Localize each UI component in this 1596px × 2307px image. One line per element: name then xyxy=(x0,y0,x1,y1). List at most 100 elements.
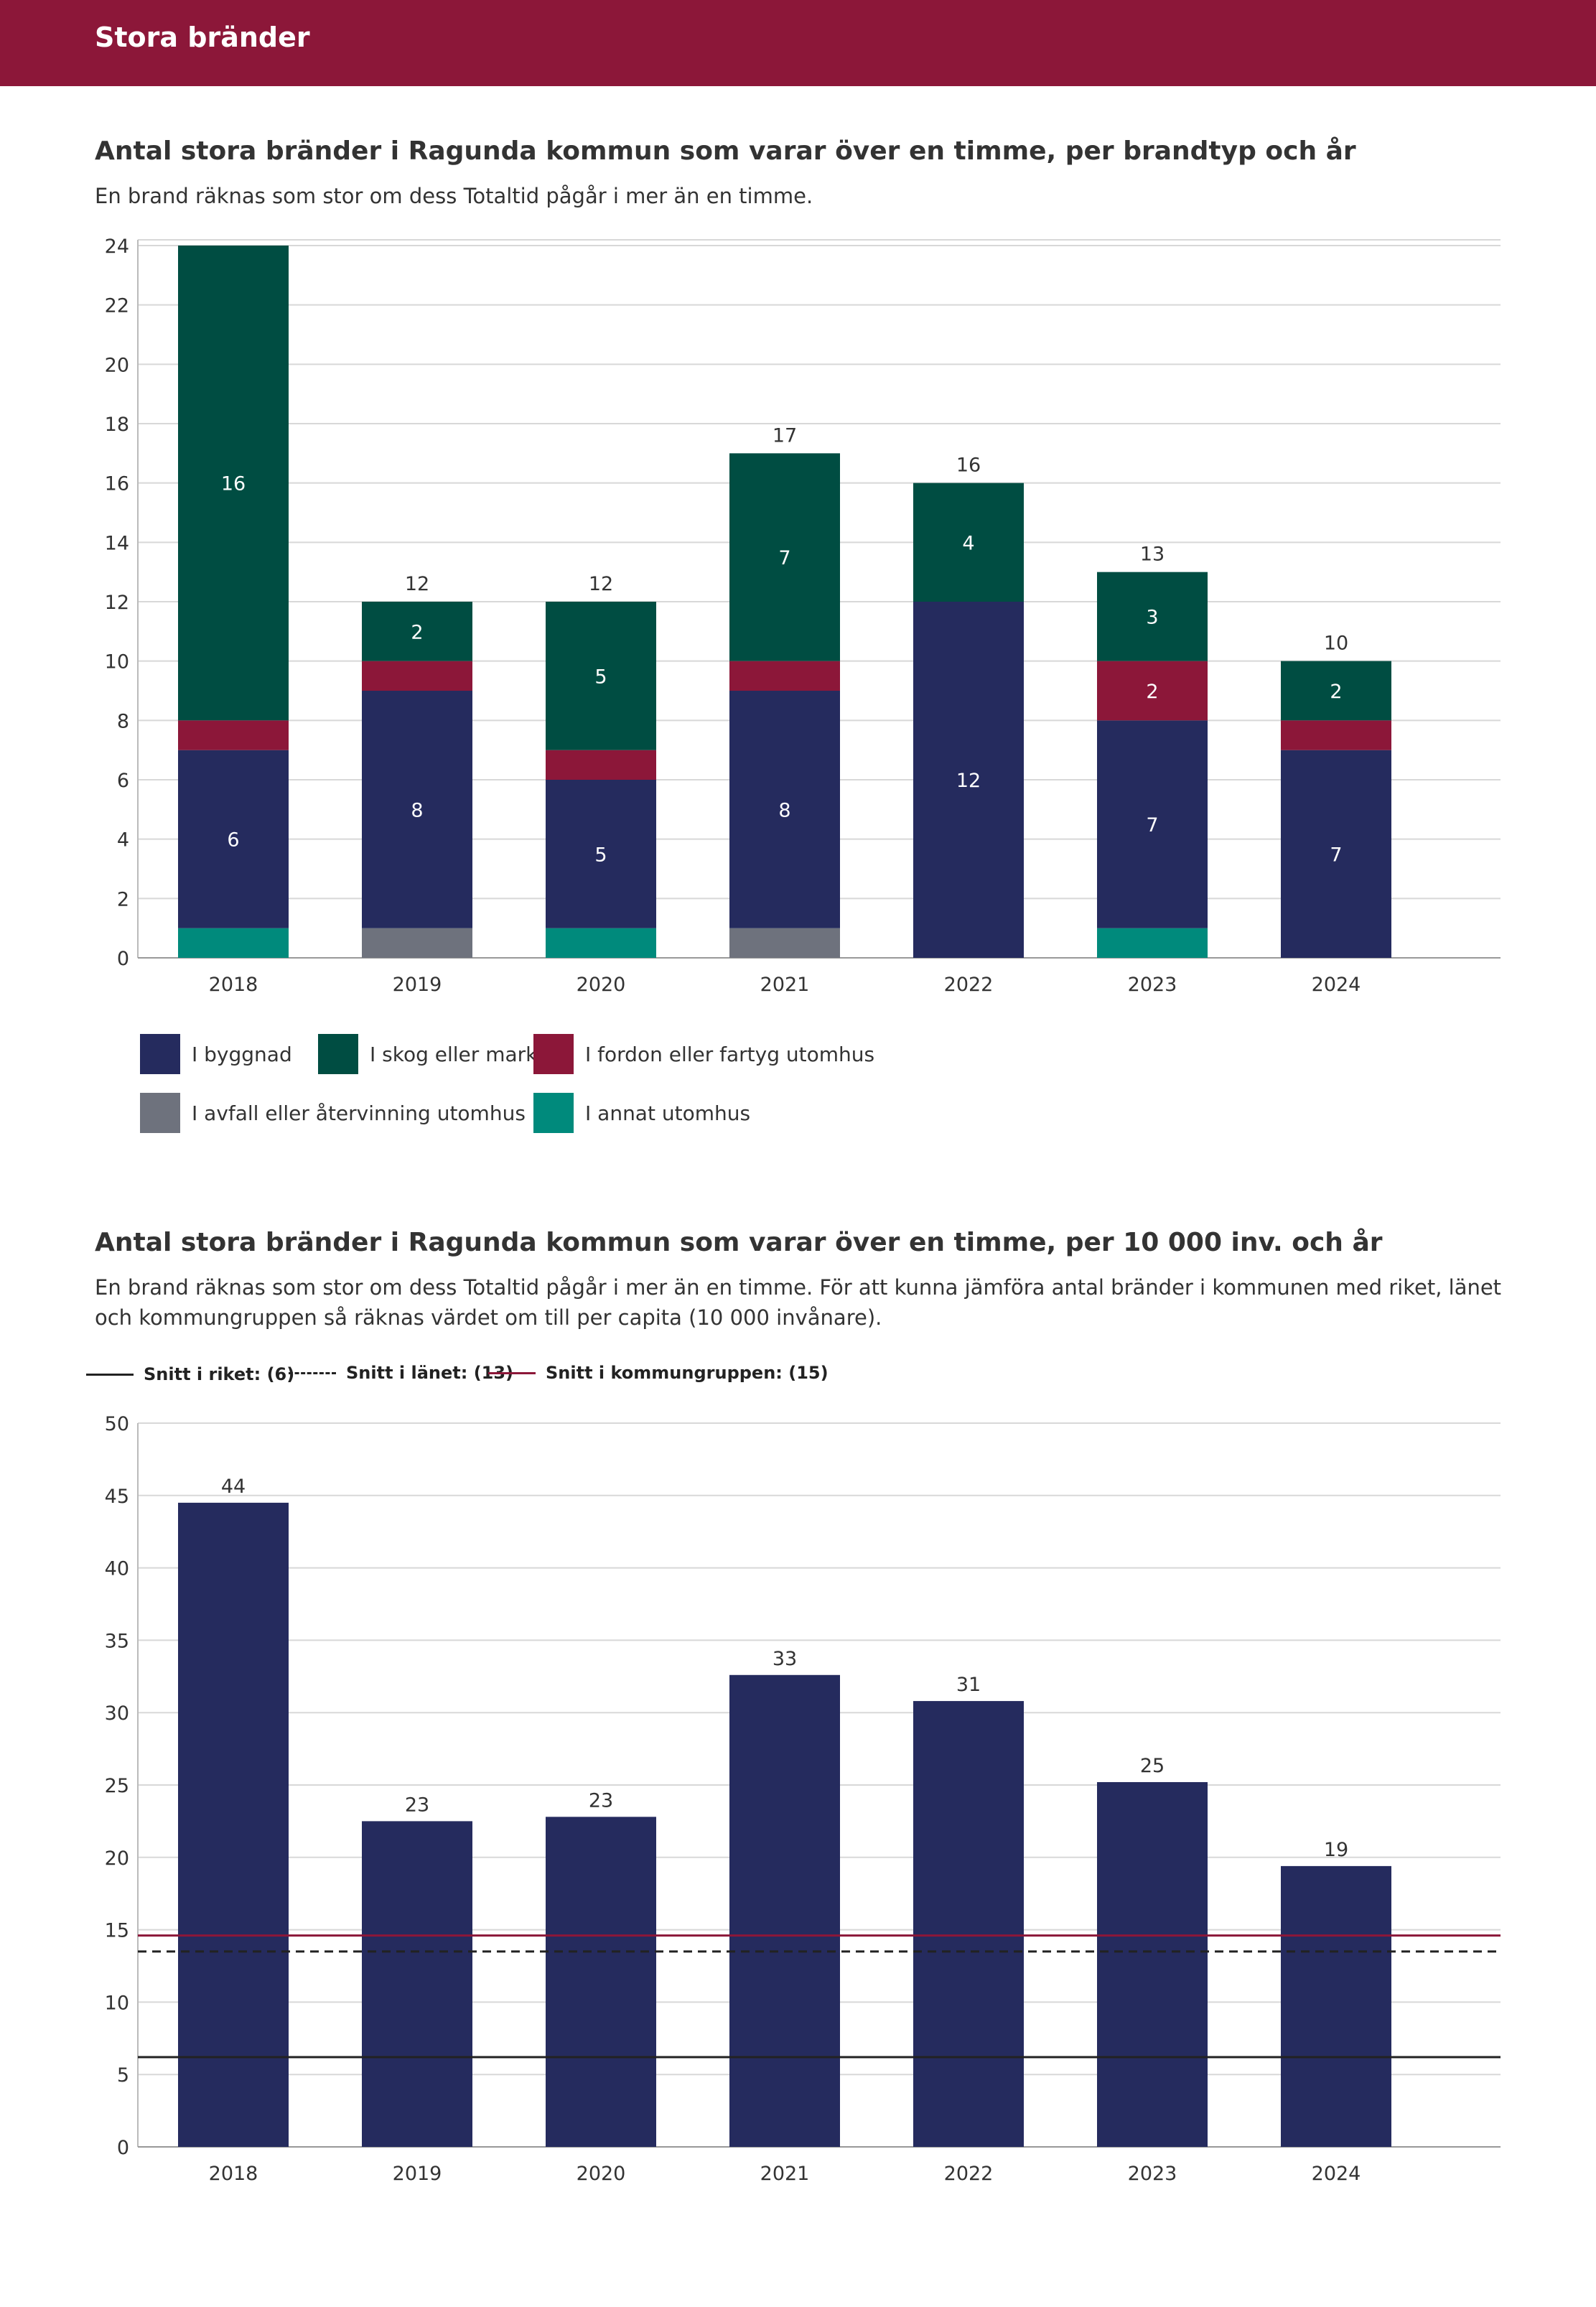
bar-value-label: 25 xyxy=(1140,1755,1165,1777)
chart2-title: Antal stora bränder i Ragunda kommun som… xyxy=(95,1228,1383,1257)
x-tick-label: 2018 xyxy=(209,2163,258,2185)
bar-value-label: 3 xyxy=(1146,607,1158,629)
y-tick-label: 40 xyxy=(105,1558,129,1580)
chart2-subtitle: En brand räknas som stor om dess Totalti… xyxy=(95,1275,1502,1330)
bar-segment xyxy=(546,928,656,958)
bar-segment xyxy=(913,483,1024,602)
y-tick-label: 20 xyxy=(105,354,129,376)
bar-value-label: 2 xyxy=(1146,681,1158,703)
bar-segment xyxy=(362,661,472,691)
y-tick-label: 20 xyxy=(105,1847,129,1870)
bar-value-label: 8 xyxy=(411,799,423,821)
bar-segment xyxy=(1097,928,1208,958)
legend-swatch xyxy=(318,1034,358,1074)
x-tick-label: 2024 xyxy=(1312,974,1361,996)
y-tick-label: 2 xyxy=(117,888,129,910)
bar-segment xyxy=(178,246,289,721)
legend-item-annat: I annat utomhus xyxy=(533,1093,750,1133)
legend-item-fordon: I fordon eller fartyg utomhus xyxy=(533,1034,874,1074)
y-tick-label: 0 xyxy=(117,2137,129,2159)
bar-value-label: 7 xyxy=(1330,844,1342,866)
ref-legend-riket: Snitt i riket: (6) xyxy=(86,1364,294,1384)
chart1-subtitle: En brand räknas som stor om dess Totalti… xyxy=(95,184,813,208)
bar-segment xyxy=(729,691,840,928)
bar-value-label: 7 xyxy=(1146,814,1158,836)
legend-item-avfall: I avfall eller återvinning utomhus xyxy=(140,1093,526,1133)
y-tick-label: 16 xyxy=(105,473,129,495)
page-title: Stora bränder xyxy=(95,22,310,53)
legend-item-byggnad: I byggnad xyxy=(140,1034,292,1074)
bar-value-label: 5 xyxy=(594,844,607,866)
x-tick-label: 2018 xyxy=(209,974,258,996)
bar-value-label: 23 xyxy=(589,1789,613,1812)
x-tick-label: 2021 xyxy=(760,974,810,996)
y-tick-label: 35 xyxy=(105,1630,129,1652)
bar xyxy=(1097,1781,1208,2147)
bar-value-label: 2 xyxy=(1330,681,1342,703)
legend-label: I annat utomhus xyxy=(585,1101,751,1125)
reference-lines-legend: Snitt i riket: (6) Snitt i länet: (13) S… xyxy=(86,1363,876,1393)
ref-legend-label: Snitt i länet: (13) xyxy=(346,1363,514,1383)
y-tick-label: 15 xyxy=(105,1920,129,1942)
legend-label: I byggnad xyxy=(192,1042,292,1066)
bar-segment xyxy=(178,720,289,750)
ref-line-swatch xyxy=(488,1371,536,1374)
legend-swatch xyxy=(533,1034,574,1074)
y-tick-label: 4 xyxy=(117,829,129,852)
legend-swatch xyxy=(140,1034,180,1074)
bar-value-label: 5 xyxy=(594,666,607,688)
bar xyxy=(178,1502,289,2147)
y-tick-label: 50 xyxy=(105,1413,129,1435)
bar xyxy=(913,1701,1024,2147)
bar-value-label: 2 xyxy=(411,621,423,643)
y-tick-label: 12 xyxy=(105,592,129,614)
bar-value-label: 6 xyxy=(227,829,239,852)
bar-segment xyxy=(729,661,840,691)
bar-segment xyxy=(729,453,840,661)
y-tick-label: 10 xyxy=(105,1992,129,2014)
y-tick-label: 8 xyxy=(117,710,129,732)
y-tick-label: 18 xyxy=(105,414,129,436)
bar-segment xyxy=(178,750,289,928)
bar-total-label: 13 xyxy=(1140,544,1165,566)
bar-value-label: 19 xyxy=(1324,1839,1348,1861)
y-tick-label: 5 xyxy=(117,2064,129,2087)
bar-value-label: 7 xyxy=(778,547,790,569)
y-tick-label: 30 xyxy=(105,1702,129,1725)
y-tick-label: 14 xyxy=(105,532,129,554)
bar-segment xyxy=(546,780,656,928)
legend-label: I skog eller mark xyxy=(370,1042,538,1066)
y-tick-label: 0 xyxy=(117,948,129,970)
bar xyxy=(362,1821,472,2147)
bar-value-label: 33 xyxy=(773,1648,797,1670)
x-tick-label: 2022 xyxy=(944,974,994,996)
ref-legend-lanet: Snitt i länet: (13) xyxy=(289,1363,513,1383)
bar-value-label: 31 xyxy=(956,1674,981,1696)
x-tick-label: 2020 xyxy=(577,974,626,996)
bar-total-label: 17 xyxy=(773,424,797,447)
x-tick-label: 2019 xyxy=(393,2163,442,2185)
bar-segment xyxy=(1281,720,1391,750)
chart1-legend: I byggnad I skog eller mark I fordon ell… xyxy=(140,1034,1002,1156)
bar-value-label: 4 xyxy=(962,532,974,554)
bar-value-label: 44 xyxy=(221,1476,246,1498)
bar xyxy=(1281,1865,1391,2147)
bar-value-label: 12 xyxy=(956,770,981,792)
bar-value-label: 23 xyxy=(405,1794,429,1816)
bar-chart-per-capita: 0 5 10 15 20 25 30 35 40 45 50 44 2018 23 2019 23 2020 33… xyxy=(105,1413,1501,2185)
legend-item-skog: I skog eller mark xyxy=(318,1034,537,1074)
legend-swatch xyxy=(140,1093,180,1133)
x-tick-label: 2023 xyxy=(1128,2163,1177,2185)
bar-segment xyxy=(1281,661,1391,721)
legend-swatch xyxy=(533,1093,574,1133)
ref-legend-label: Snitt i kommungruppen: (15) xyxy=(546,1363,829,1383)
legend-label: I avfall eller återvinning utomhus xyxy=(192,1101,526,1125)
bar-segment xyxy=(1281,750,1391,958)
x-tick-label: 2024 xyxy=(1312,2163,1361,2185)
x-tick-label: 2021 xyxy=(760,2163,810,2185)
bar-total-label: 12 xyxy=(589,573,613,595)
ref-legend-kommungrupp: Snitt i kommungruppen: (15) xyxy=(488,1363,829,1383)
chart1-title: Antal stora bränder i Ragunda kommun som… xyxy=(95,136,1356,166)
y-tick-label: 45 xyxy=(105,1486,129,1508)
x-tick-label: 2019 xyxy=(393,974,442,996)
